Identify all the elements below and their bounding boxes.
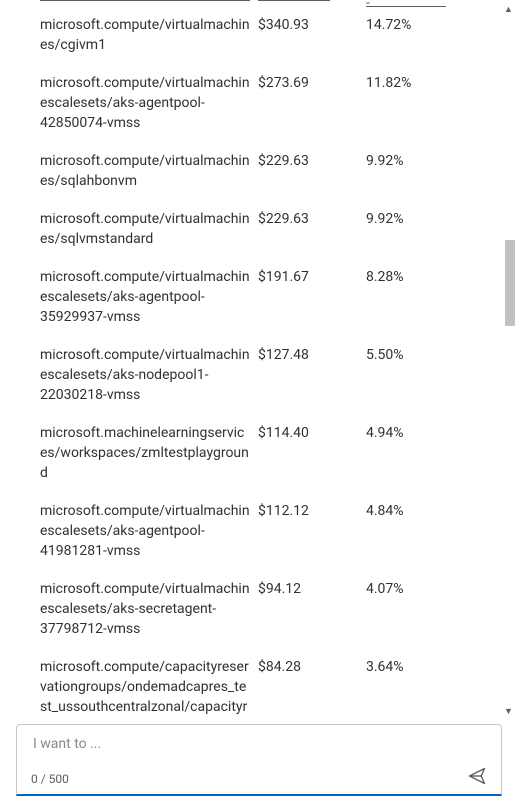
resource-cell: microsoft.compute/virtualmachinescaleset…: [40, 579, 250, 639]
content-inner: - microsoft.compute/virtualmachines/cgiv…: [0, 0, 498, 720]
char-count: 0 / 500: [31, 772, 69, 786]
cost-cell: $112.12: [258, 501, 330, 521]
table-row: microsoft.compute/virtualmachinescaleset…: [40, 267, 474, 327]
percent-cell: 4.07%: [366, 579, 446, 599]
scrollbar-track[interactable]: ▲ ▼: [498, 0, 519, 720]
header-percent-col: -: [366, 0, 446, 7]
table-row: microsoft.compute/virtualmachines/sqlvms…: [40, 209, 474, 249]
resource-cell: microsoft.compute/virtualmachinescaleset…: [40, 345, 250, 405]
percent-cell: 3.64%: [366, 657, 446, 677]
table-row: microsoft.compute/virtualmachinescaleset…: [40, 579, 474, 639]
header-resource-col: [40, 0, 250, 7]
resource-cell: microsoft.compute/capacityreservationgro…: [40, 657, 250, 720]
percent-cell: 4.94%: [366, 423, 446, 443]
header-cost-col: [258, 0, 330, 7]
app-viewport: - microsoft.compute/virtualmachines/cgiv…: [0, 0, 519, 808]
resource-cell: microsoft.compute/virtualmachinescaleset…: [40, 267, 250, 327]
percent-cell: 9.92%: [366, 151, 446, 171]
cost-cell: $229.63: [258, 151, 330, 171]
send-button[interactable]: [463, 762, 491, 790]
percent-cell: 9.92%: [366, 209, 446, 229]
table-row: microsoft.compute/virtualmachines/sqlahb…: [40, 151, 474, 191]
scroll-up-arrow-icon[interactable]: ▲: [498, 0, 519, 18]
percent-cell: 4.84%: [366, 501, 446, 521]
content-scroll-area: - microsoft.compute/virtualmachines/cgiv…: [0, 0, 498, 720]
table-body: microsoft.compute/virtualmachines/cgivm1…: [40, 15, 474, 720]
table-row: microsoft.compute/virtualmachines/cgivm1…: [40, 15, 474, 55]
percent-cell: 5.50%: [366, 345, 446, 365]
table-row: microsoft.compute/virtualmachinescaleset…: [40, 73, 474, 133]
cost-cell: $273.69: [258, 73, 330, 93]
resource-cell: microsoft.compute/virtualmachines/sqlvms…: [40, 209, 250, 249]
table-row: microsoft.compute/virtualmachinescaleset…: [40, 345, 474, 405]
chat-input-container: 0 / 500: [16, 724, 502, 796]
cost-cell: $114.40: [258, 423, 330, 443]
table-row: microsoft.machinelearningservices/worksp…: [40, 423, 474, 483]
resource-cell: microsoft.compute/virtualmachines/cgivm1: [40, 15, 250, 55]
chat-input[interactable]: [31, 735, 487, 753]
table-row: microsoft.compute/virtualmachinescaleset…: [40, 501, 474, 561]
cost-cell: $94.12: [258, 579, 330, 599]
resource-cell: microsoft.compute/virtualmachinescaleset…: [40, 73, 250, 133]
cost-cell: $191.67: [258, 267, 330, 287]
resource-cell: microsoft.compute/virtualmachines/sqlahb…: [40, 151, 250, 191]
scroll-down-arrow-icon[interactable]: ▼: [498, 702, 519, 720]
table-header-row: -: [40, 0, 474, 7]
percent-cell: 8.28%: [366, 267, 446, 287]
percent-cell: 14.72%: [366, 15, 446, 35]
scroll-thumb[interactable]: [505, 240, 515, 326]
cost-cell: $340.93: [258, 15, 330, 35]
resource-cell: microsoft.compute/virtualmachinescaleset…: [40, 501, 250, 561]
table-row: microsoft.compute/capacityreservationgro…: [40, 657, 474, 720]
cost-cell: $229.63: [258, 209, 330, 229]
percent-cell: 11.82%: [366, 73, 446, 93]
cost-cell: $127.48: [258, 345, 330, 365]
resource-cell: microsoft.machinelearningservices/worksp…: [40, 423, 250, 483]
send-icon: [467, 766, 487, 786]
cost-cell: $84.28: [258, 657, 330, 677]
